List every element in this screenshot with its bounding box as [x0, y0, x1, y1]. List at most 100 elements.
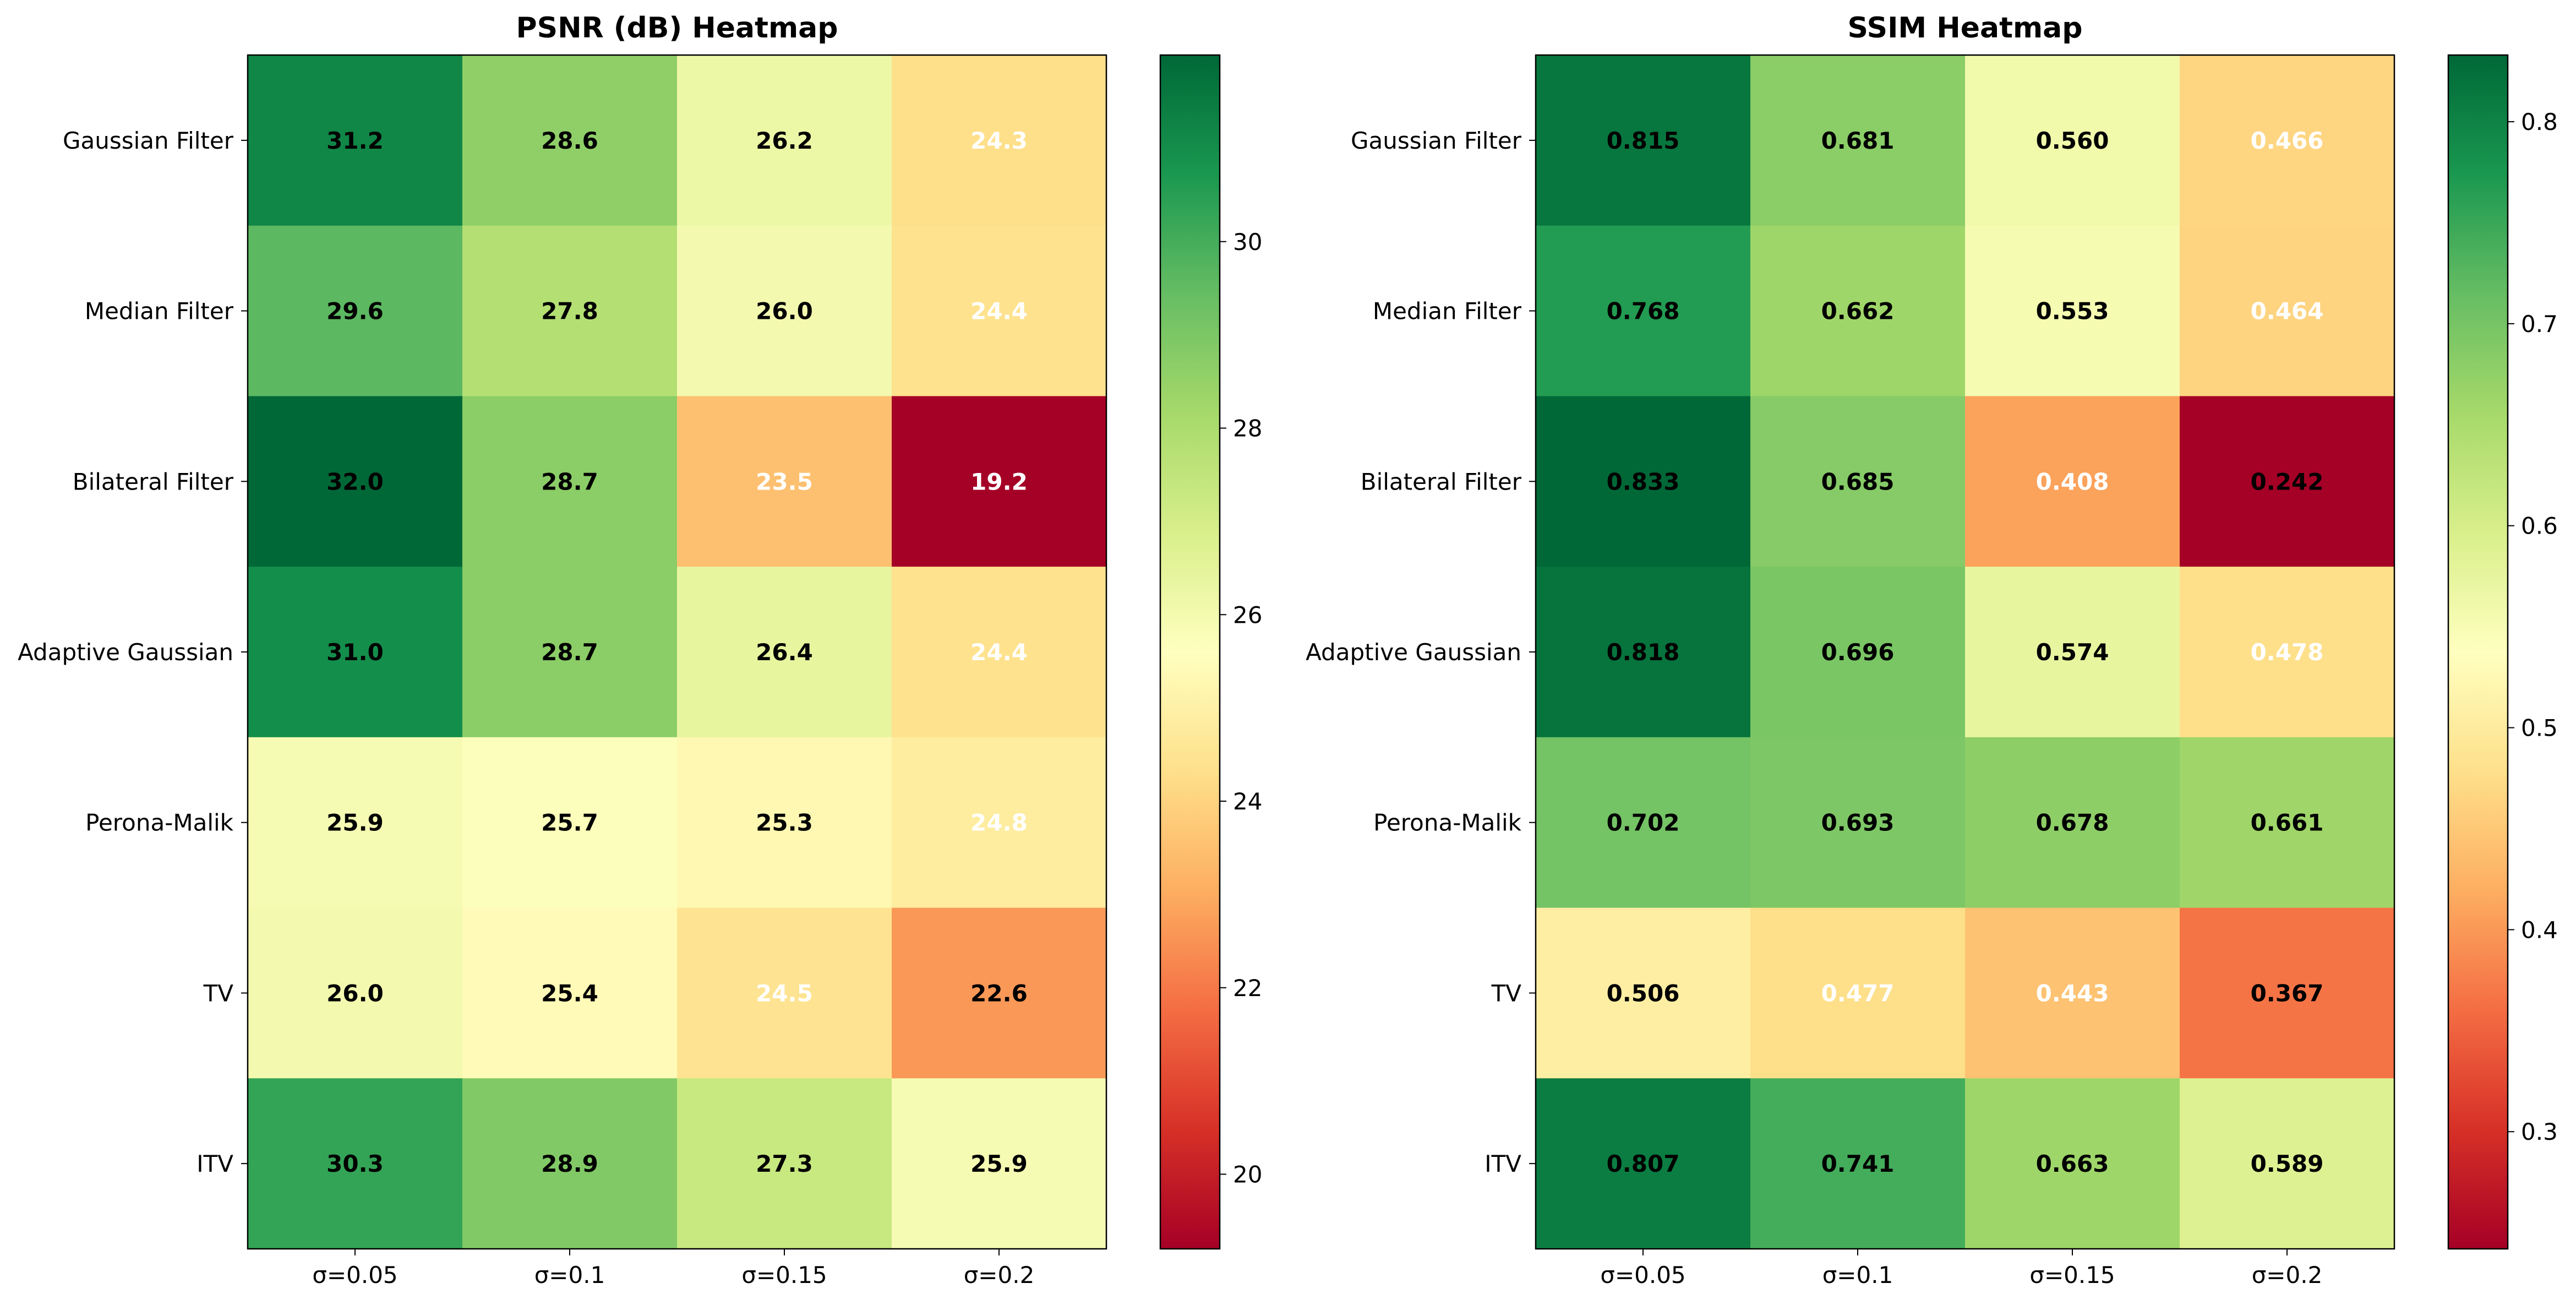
heatmap-cell	[1750, 396, 1966, 567]
cell-value-label: 24.5	[756, 980, 813, 1007]
cell-value-label: 0.818	[1607, 639, 1680, 666]
heatmap-cell	[677, 907, 892, 1079]
heatmap-cell	[1965, 225, 2180, 396]
cell-value-label: 0.553	[2036, 298, 2109, 325]
heatmap-cell	[2180, 225, 2395, 396]
x-tick-label: σ=0.1	[1822, 1262, 1893, 1288]
cell-value-label: 25.3	[756, 809, 813, 836]
colorbar-tick-label: 0.4	[2521, 916, 2558, 943]
heatmap-cell	[892, 567, 1107, 738]
cell-value-label: 25.9	[970, 1150, 1028, 1177]
colorbar-tick-label: 0.7	[2521, 311, 2558, 338]
heatmap-cell	[2180, 396, 2395, 567]
heatmap-cell	[1536, 225, 1751, 396]
heatmap-cell	[1536, 396, 1751, 567]
x-tick-label: σ=0.2	[2252, 1262, 2323, 1288]
cell-value-label: 0.367	[2251, 980, 2324, 1007]
cell-value-label: 0.693	[1821, 809, 1895, 836]
cell-value-label: 28.7	[541, 639, 598, 666]
heatmap-cell	[1750, 567, 1966, 738]
heatmap-cell	[1536, 737, 1751, 909]
heatmap-cell	[677, 737, 892, 909]
heatmap-cell	[1965, 55, 2180, 226]
x-tick-label: σ=0.05	[312, 1262, 397, 1288]
heatmap-cell	[1965, 907, 2180, 1079]
heatmap-cell	[677, 1078, 892, 1249]
cell-value-label: 26.4	[756, 639, 813, 666]
heatmap-cell	[248, 567, 463, 738]
y-tick-label: TV	[203, 980, 234, 1007]
y-tick-label: Median Filter	[85, 298, 234, 325]
cell-value-label: 0.696	[1821, 639, 1895, 666]
colorbar-tick-label: 0.3	[2521, 1118, 2558, 1145]
heatmap-cell	[248, 396, 463, 567]
heatmap-cell	[1965, 1078, 2180, 1249]
cell-value-label: 0.681	[1821, 127, 1895, 154]
cell-value-label: 19.2	[970, 468, 1028, 495]
colorbar-tick-label: 28	[1233, 415, 1262, 442]
chart-title: SSIM Heatmap	[1848, 12, 2083, 45]
heatmap-cell	[2180, 55, 2395, 226]
cell-value-label: 25.9	[326, 809, 384, 836]
heatmap-cell	[677, 396, 892, 567]
cell-value-label: 24.4	[970, 298, 1028, 325]
heatmap-cell	[1536, 567, 1751, 738]
colorbar-tick-label: 0.5	[2521, 715, 2558, 742]
y-tick-label: ITV	[197, 1150, 233, 1177]
cell-value-label: 28.7	[541, 468, 598, 495]
heatmap-cell	[2180, 1078, 2395, 1249]
chart-title: PSNR (dB) Heatmap	[516, 12, 838, 45]
cell-value-label: 32.0	[326, 468, 384, 495]
heatmap-cell	[2180, 907, 2395, 1079]
cell-value-label: 0.478	[2251, 639, 2324, 666]
heatmap-cell	[892, 737, 1107, 909]
heatmap-cell	[462, 737, 678, 909]
cell-value-label: 23.5	[756, 468, 813, 495]
cell-value-label: 0.408	[2036, 468, 2109, 495]
heatmap-cell	[1965, 737, 2180, 909]
heatmap-cell	[462, 55, 678, 226]
colorbar-tick-label: 0.6	[2521, 513, 2558, 540]
cell-value-label: 31.2	[326, 127, 384, 154]
y-tick-label: Adaptive Gaussian	[18, 639, 233, 666]
cell-value-label: 0.443	[2036, 980, 2109, 1007]
cell-value-label: 27.8	[541, 298, 598, 325]
heatmap-cell	[462, 225, 678, 396]
y-tick-label: Adaptive Gaussian	[1306, 639, 1521, 666]
heatmap-cell	[892, 225, 1107, 396]
y-tick-label: Bilateral Filter	[73, 468, 234, 495]
cell-value-label: 0.815	[1607, 127, 1680, 154]
heatmap-cell	[892, 55, 1107, 226]
cell-value-label: 0.477	[1821, 980, 1895, 1007]
y-tick-label: ITV	[1485, 1150, 1521, 1177]
cell-value-label: 0.833	[1607, 468, 1680, 495]
heatmap-cell	[2180, 567, 2395, 738]
cell-value-label: 30.3	[326, 1150, 384, 1177]
heatmap-cell	[1750, 55, 1966, 226]
cell-value-label: 24.8	[970, 809, 1028, 836]
heatmap-cell	[1750, 737, 1966, 909]
heatmap-cell	[462, 567, 678, 738]
ssim-heatmap-panel: SSIM Heatmap 0.815 0.681 0.560 0.466 0.768 0.6…	[1306, 12, 2558, 1288]
heatmap-cell	[248, 907, 463, 1079]
cell-value-label: 0.768	[1607, 298, 1680, 325]
cell-value-label: 31.0	[326, 639, 384, 666]
cell-value-label: 28.6	[541, 127, 598, 154]
colorbar-tick-label: 30	[1233, 229, 1262, 255]
cell-value-label: 28.9	[541, 1150, 598, 1177]
y-tick-label: Perona-Malik	[1373, 809, 1522, 836]
cell-value-label: 0.560	[2036, 127, 2109, 154]
heatmap-cell	[248, 225, 463, 396]
colorbar	[1159, 54, 1221, 1250]
y-tick-label: Bilateral Filter	[1361, 468, 1522, 495]
x-tick-label: σ=0.15	[741, 1262, 827, 1288]
cell-value-label: 0.807	[1607, 1150, 1680, 1177]
heatmap-cell	[1750, 1078, 1966, 1249]
colorbar	[2447, 54, 2509, 1250]
y-tick-label: Median Filter	[1373, 298, 1522, 325]
heatmap-cell	[1965, 567, 2180, 738]
cell-value-label: 25.4	[541, 980, 598, 1007]
heatmap-cell	[892, 907, 1107, 1079]
x-tick-label: σ=0.05	[1600, 1262, 1685, 1288]
